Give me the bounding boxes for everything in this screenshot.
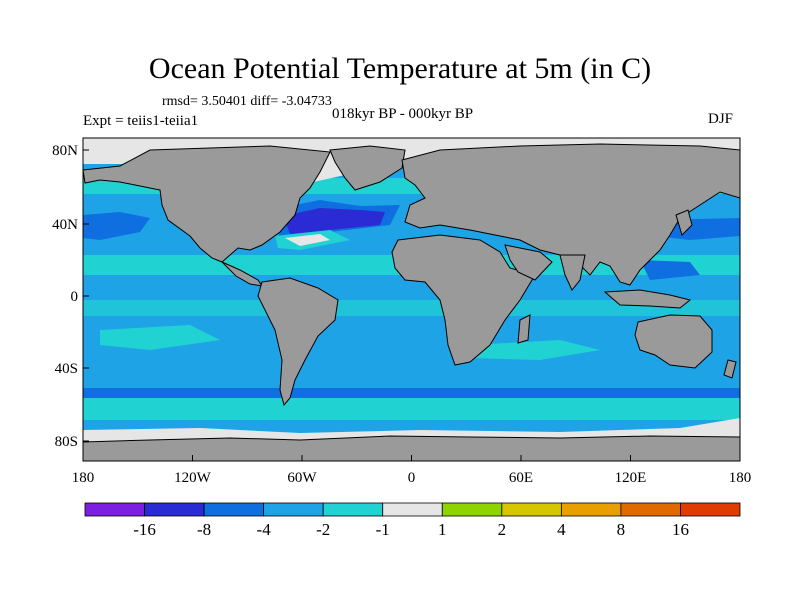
colorbar-swatch	[263, 502, 324, 517]
experiment-label: Expt = teiis1-teiia1	[83, 113, 199, 129]
colorbar-swatch	[680, 502, 741, 517]
colorbar-label: -8	[197, 520, 211, 539]
land-antarctica	[83, 435, 740, 461]
indian-light-patch	[470, 340, 600, 360]
colorbar-swatch	[322, 502, 384, 517]
land-arabia	[504, 244, 553, 281]
lon-tick-label: 180	[72, 470, 95, 486]
colorbar-label: -16	[133, 520, 156, 539]
lat-tick-label: 40N	[52, 217, 78, 233]
lat-tick-label: 40S	[55, 361, 78, 377]
land-south-america	[257, 277, 339, 407]
pacific-light-patch	[100, 325, 220, 350]
land-japan	[675, 209, 693, 236]
latitude-ticks: 80N 40N 0 40S 80S	[52, 143, 89, 450]
period-label: 018kyr BP - 000kyr BP	[332, 106, 474, 122]
land-masses	[83, 143, 740, 461]
land-africa	[391, 234, 536, 366]
colorbar-swatch	[441, 502, 503, 517]
land-australia	[634, 314, 713, 369]
ocean-band-southern	[83, 300, 740, 316]
land-eurasia	[401, 143, 740, 286]
atlantic-deep-patch	[283, 208, 385, 234]
map-panel	[83, 138, 740, 461]
pacific-tropical-dark	[640, 260, 700, 280]
lat-tick-label: 80S	[55, 434, 78, 450]
lon-tick-label: 120W	[174, 470, 212, 486]
colorbar-swatch	[382, 502, 443, 517]
land-north-america	[83, 145, 331, 263]
land-greenland	[329, 145, 406, 191]
colorbar-swatch	[560, 502, 622, 517]
colorbar-labels: -16 -8 -4 -2 -1 1 2 4 8 16	[133, 520, 689, 539]
longitude-ticks: 180 120W 60W 0 60E 120E 180	[72, 455, 752, 486]
colorbar-label: 8	[617, 520, 626, 539]
colorbar	[84, 502, 741, 517]
season-label: DJF	[708, 111, 734, 127]
lat-tick-label: 80N	[52, 143, 78, 159]
lon-tick-label: 180	[729, 470, 752, 486]
lon-tick-label: 120E	[615, 470, 647, 486]
colorbar-swatch	[203, 502, 265, 517]
lon-tick-label: 60E	[509, 470, 533, 486]
colorbar-label: 4	[557, 520, 566, 539]
lat-tick-label: 0	[71, 289, 79, 305]
ocean-band-antarctic	[83, 398, 740, 420]
stats-label: rmsd= 3.50401 diff= -3.04733	[162, 94, 332, 109]
gulf-stream-ice	[285, 234, 330, 246]
colorbar-swatch	[84, 502, 145, 517]
ocean-band-subantarctic	[83, 388, 740, 398]
colorbar-label: -1	[376, 520, 390, 539]
colorbar-label: 2	[498, 520, 507, 539]
lon-tick-label: 60W	[287, 470, 317, 486]
land-india	[559, 254, 586, 291]
pacific-dark-patch	[83, 212, 150, 240]
lon-tick-label: 0	[408, 470, 416, 486]
colorbar-swatch	[620, 502, 681, 517]
colorbar-label: -4	[257, 520, 272, 539]
colorbar-label: 1	[438, 520, 447, 539]
land-new-zealand	[723, 359, 737, 379]
land-indonesia	[603, 289, 692, 309]
colorbar-swatch	[144, 502, 205, 517]
land-madagascar	[517, 314, 531, 344]
colorbar-label: -2	[316, 520, 330, 539]
colorbar-swatch	[501, 502, 562, 517]
map-title: Ocean Potential Temperature at 5m (in C)	[148, 52, 652, 85]
colorbar-label: 16	[672, 520, 689, 539]
ocean-band-south-polar	[83, 420, 740, 430]
